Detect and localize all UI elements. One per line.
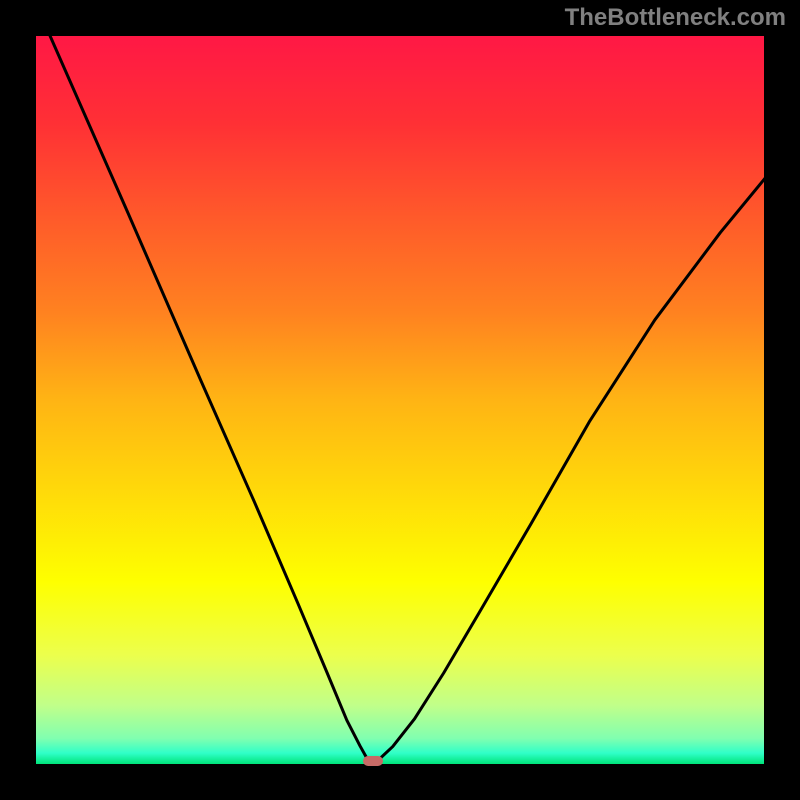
bottleneck-marker bbox=[363, 756, 383, 766]
watermark-text: TheBottleneck.com bbox=[565, 4, 786, 32]
plot-area bbox=[36, 36, 764, 764]
chart-container: TheBottleneck.com bbox=[0, 0, 800, 800]
bottleneck-curve bbox=[36, 36, 764, 764]
